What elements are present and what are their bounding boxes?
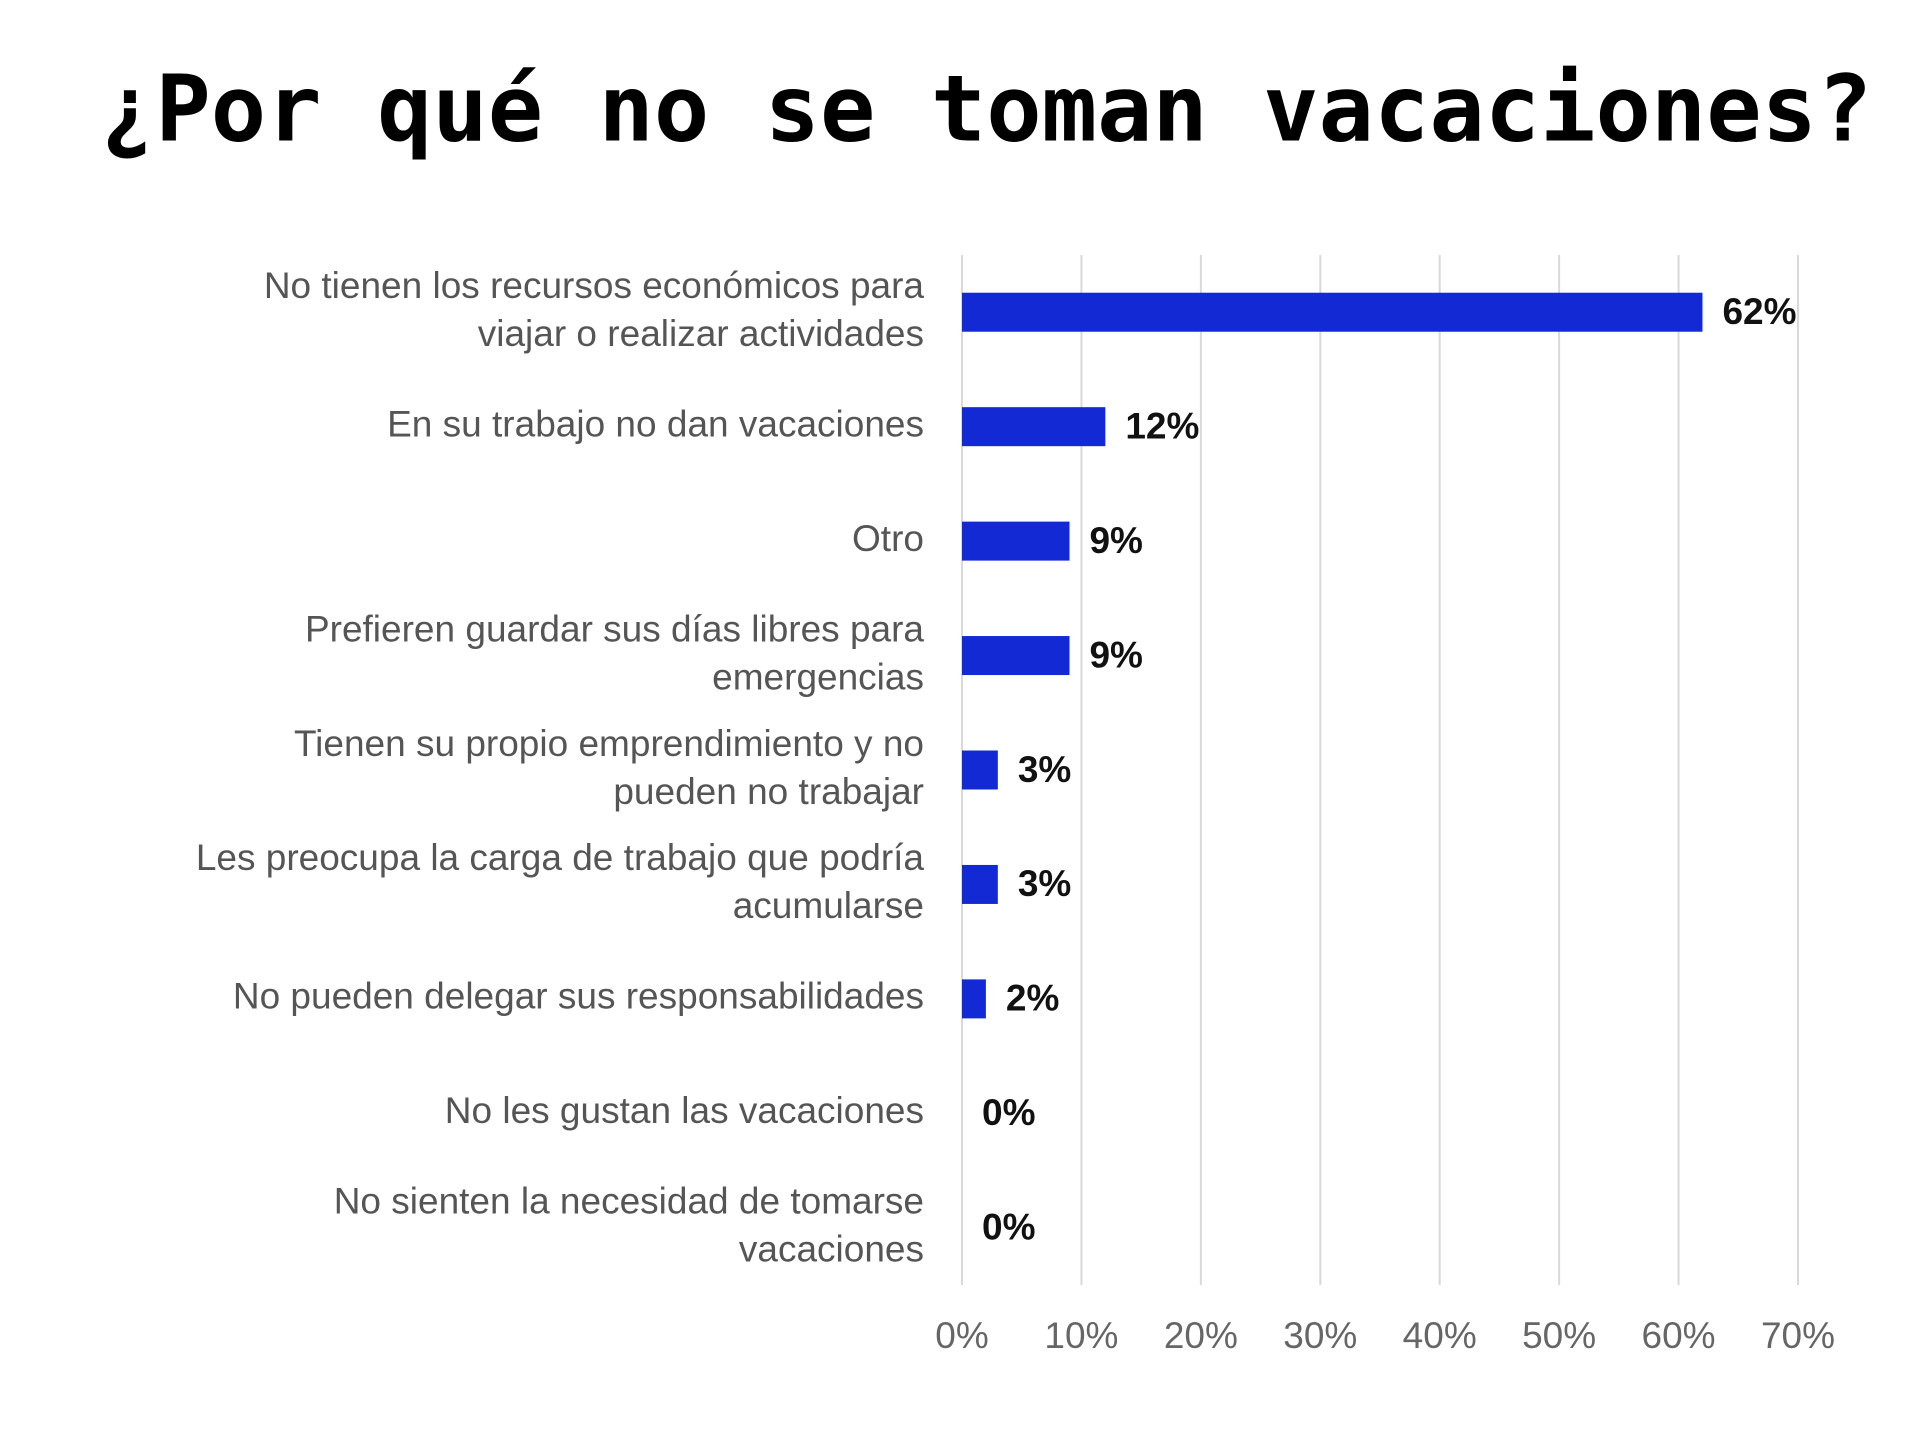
value-label: 3%: [1018, 863, 1071, 904]
bar: [962, 636, 1070, 676]
value-label: 2%: [1006, 978, 1059, 1019]
y-tick-label: Prefieren guardar sus días libres para: [305, 608, 924, 649]
value-label: 0%: [982, 1092, 1035, 1133]
y-tick-label: No pueden delegar sus responsabilidades: [233, 976, 924, 1017]
value-label: 12%: [1125, 405, 1199, 446]
y-tick-label: Tienen su propio emprendimiento y no: [294, 723, 924, 764]
x-tick-label: 0%: [935, 1315, 988, 1356]
chart-title: ¿Por qué no se toman vacaciones?: [100, 55, 1872, 162]
x-tick-label: 40%: [1403, 1315, 1477, 1356]
y-tick-label: vacaciones: [739, 1229, 924, 1270]
y-tick-label: Les preocupa la carga de trabajo que pod…: [196, 837, 925, 878]
bar: [962, 750, 998, 790]
x-tick-label: 50%: [1522, 1315, 1596, 1356]
x-tick-label: 20%: [1164, 1315, 1238, 1356]
y-tick-label: pueden no trabajar: [613, 771, 924, 812]
x-tick-label: 30%: [1283, 1315, 1357, 1356]
y-tick-label: No sienten la necesidad de tomarse: [334, 1181, 924, 1222]
y-tick-label: acumularse: [733, 885, 924, 926]
value-label: 3%: [1018, 749, 1071, 790]
bar: [962, 979, 986, 1019]
value-label: 9%: [1089, 520, 1142, 561]
x-tick-label: 70%: [1761, 1315, 1835, 1356]
y-tick-label: emergencias: [712, 656, 924, 697]
value-label: 9%: [1089, 634, 1142, 675]
y-tick-label: No tienen los recursos económicos para: [264, 265, 925, 306]
y-tick-label: Otro: [852, 518, 924, 559]
x-tick-label: 10%: [1044, 1315, 1118, 1356]
bar: [962, 407, 1106, 447]
bar: [962, 521, 1070, 561]
value-label: 0%: [982, 1207, 1035, 1248]
value-label: 62%: [1722, 291, 1796, 332]
bar: [962, 864, 998, 904]
x-tick-label: 60%: [1642, 1315, 1716, 1356]
y-tick-label: En su trabajo no dan vacaciones: [387, 403, 924, 444]
bar: [962, 292, 1703, 332]
y-tick-label: viajar o realizar actividades: [478, 313, 924, 354]
y-tick-label: No les gustan las vacaciones: [445, 1090, 924, 1131]
